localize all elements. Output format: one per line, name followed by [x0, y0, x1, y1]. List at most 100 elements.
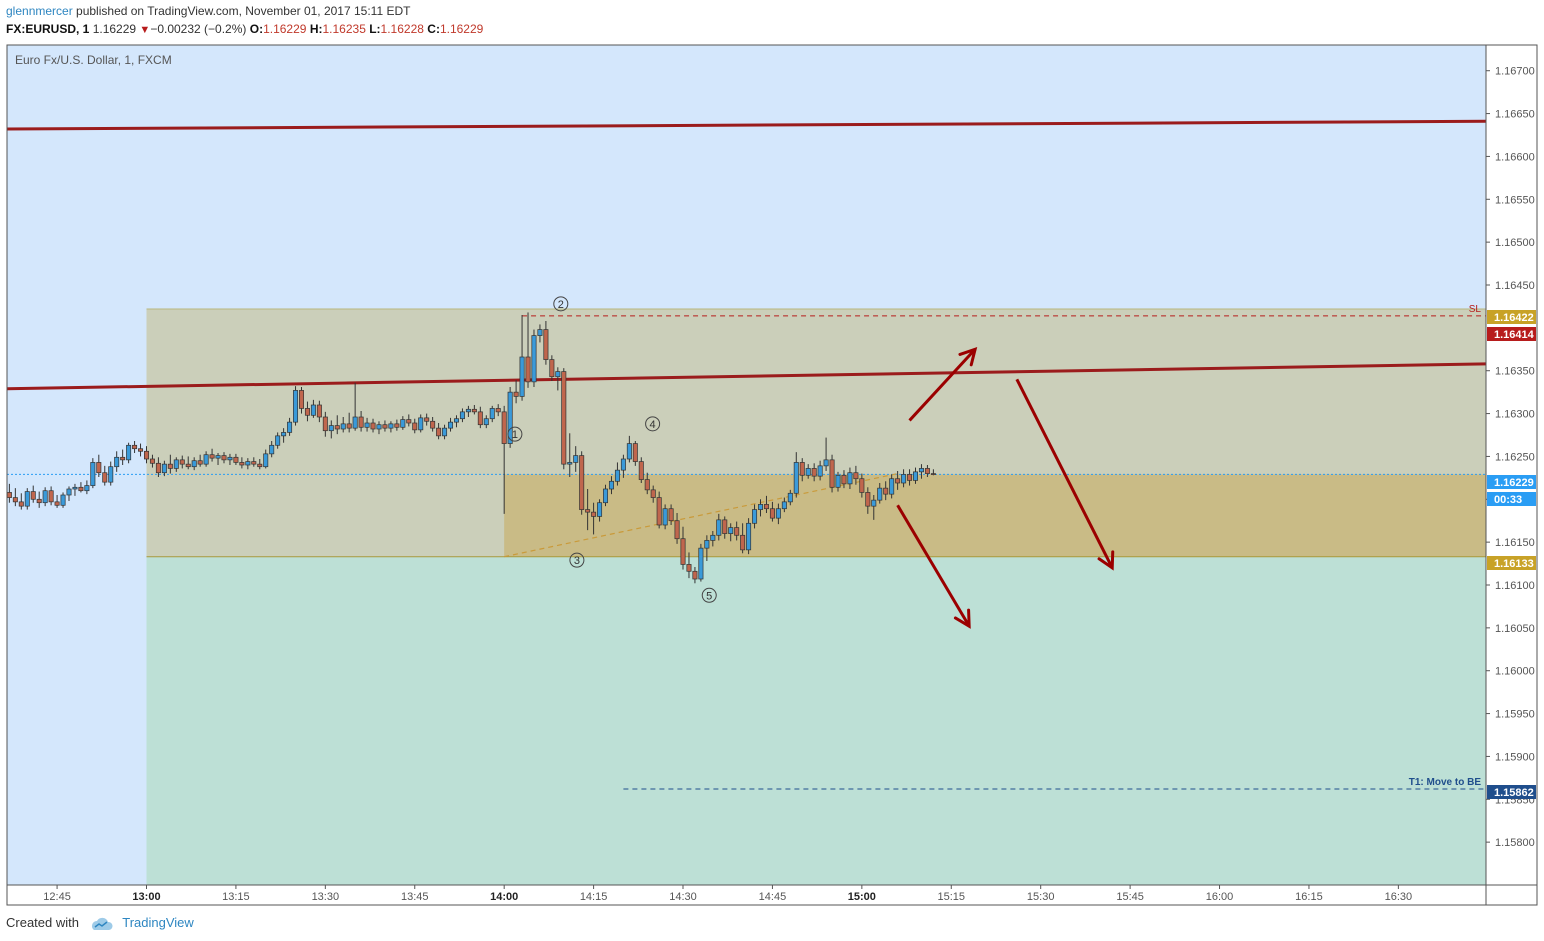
time-tick-label: 14:45	[759, 891, 787, 903]
candle-body	[686, 564, 692, 572]
candle-body	[597, 502, 603, 517]
candle	[811, 463, 817, 482]
candle-body	[775, 508, 781, 519]
candle	[90, 458, 96, 489]
candle-body	[507, 391, 513, 444]
down-triangle-icon: ▼	[139, 24, 151, 36]
arrow-shaft	[908, 348, 977, 422]
candle-body	[394, 423, 400, 428]
candle	[674, 513, 680, 544]
candle-body	[167, 463, 173, 469]
time-tick-label: 14:15	[580, 891, 608, 903]
wave-label-2: 2	[553, 296, 569, 312]
candle-body	[901, 474, 907, 484]
candle-body	[692, 570, 698, 580]
candle	[298, 387, 304, 414]
candle	[668, 504, 674, 525]
time-tick-label: 15:30	[1027, 891, 1055, 903]
candle	[513, 380, 519, 404]
candle	[829, 454, 835, 493]
candle-body	[918, 468, 924, 473]
price-tag-text: 1.15862	[1494, 787, 1534, 799]
candle-body	[340, 423, 346, 430]
candle-body	[364, 422, 370, 428]
candle	[710, 531, 716, 547]
candle-body	[48, 490, 54, 503]
candle-body	[495, 408, 501, 413]
candle	[626, 435, 632, 463]
candle-body	[72, 486, 78, 490]
footer: Created with TradingView	[6, 915, 194, 931]
candle	[310, 399, 316, 418]
candle	[459, 408, 465, 423]
published-text: published on TradingView.com, November 0…	[72, 4, 411, 18]
time-tick-label: 15:45	[1116, 891, 1144, 903]
candle	[322, 411, 328, 437]
candle-body	[626, 443, 632, 460]
candle	[275, 432, 281, 449]
candle	[543, 321, 549, 365]
candle-body	[304, 408, 310, 416]
time-tick-label: 15:15	[938, 891, 966, 903]
time-tick-label: 13:30	[312, 891, 340, 903]
candle	[167, 454, 173, 474]
candle-body	[42, 490, 48, 504]
candle	[614, 462, 620, 486]
candle	[930, 469, 936, 476]
candle-body	[674, 520, 680, 540]
candle-body	[722, 519, 728, 534]
candle-body	[96, 462, 102, 474]
candle-body	[114, 456, 120, 468]
candle-body	[281, 432, 287, 437]
symbol-label: FX:EURUSD, 1	[6, 22, 90, 36]
candle-body	[644, 479, 650, 491]
wave-circle	[701, 587, 717, 603]
candle	[30, 485, 36, 503]
price-tag-text: 00:33	[1494, 494, 1522, 506]
candle-body	[459, 411, 465, 420]
candle	[155, 457, 161, 477]
candle	[537, 324, 543, 343]
projection-arrow-1	[908, 346, 978, 422]
candle-body	[477, 411, 483, 426]
candle	[78, 482, 84, 493]
tradingview-link[interactable]: TradingView	[122, 915, 194, 930]
candle	[847, 467, 853, 489]
candle	[603, 484, 609, 507]
candle-body	[907, 474, 913, 481]
time-tick-label: 15:00	[848, 891, 876, 903]
candle	[597, 499, 603, 522]
candle	[376, 421, 382, 435]
candle	[185, 456, 191, 470]
candle	[787, 489, 793, 506]
candle-body	[215, 455, 221, 459]
candle-body	[316, 404, 322, 418]
author-link[interactable]: glennmercer	[6, 4, 73, 18]
candle-body	[197, 460, 203, 465]
candle	[42, 487, 48, 507]
candle-body	[769, 508, 775, 519]
candle-body	[805, 468, 811, 476]
candle	[263, 449, 269, 469]
candle-body	[352, 416, 358, 429]
candle-body	[883, 487, 889, 495]
candle	[740, 523, 746, 554]
candle	[334, 415, 340, 435]
candle	[507, 387, 513, 448]
candle	[36, 491, 42, 508]
candle-body	[376, 424, 382, 430]
tradingview-cloud-icon	[91, 917, 113, 930]
candle-body	[787, 492, 793, 503]
candle	[865, 487, 871, 514]
candle	[138, 443, 144, 457]
candle	[769, 501, 775, 522]
candle-body	[185, 463, 191, 468]
candle-body	[585, 509, 591, 513]
candle	[579, 451, 585, 515]
candle-body	[835, 474, 841, 488]
candle	[525, 312, 531, 388]
high-label: H:	[309, 22, 323, 36]
candle-body	[728, 527, 734, 534]
candle	[495, 404, 501, 417]
